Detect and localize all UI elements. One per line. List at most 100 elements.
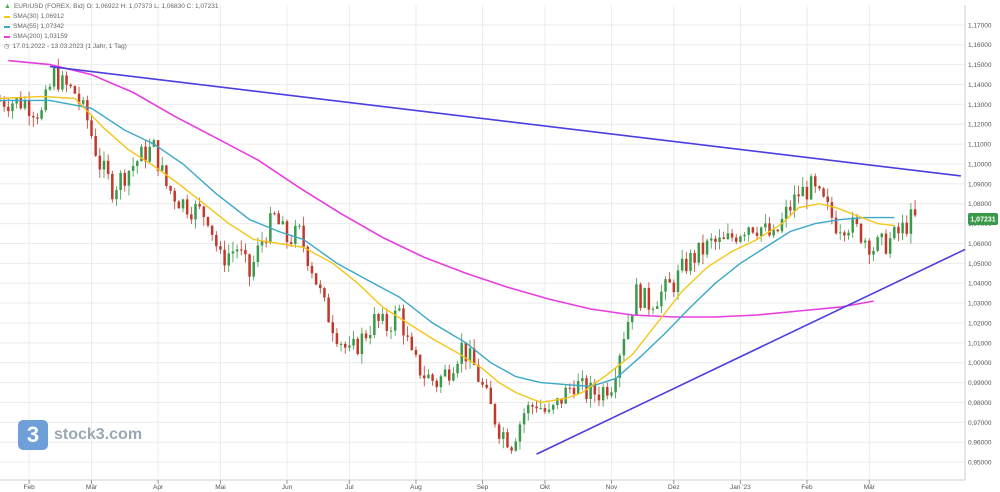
candle-body xyxy=(48,86,52,90)
candle-body xyxy=(585,378,588,399)
y-tick-label: 0,95000 xyxy=(968,460,992,467)
candle-body xyxy=(177,201,181,209)
candle-body xyxy=(206,217,210,226)
candle-body xyxy=(447,369,451,381)
candle-body xyxy=(36,117,39,119)
candle-body xyxy=(809,176,813,200)
candle-body xyxy=(102,160,106,170)
candle-body xyxy=(319,284,322,289)
candle-body xyxy=(764,223,767,228)
candle-body xyxy=(452,373,455,381)
legend-sma30-row[interactable]: SMA(30) 1,06912 xyxy=(4,12,218,22)
sma30-line xyxy=(0,95,895,404)
candle-body xyxy=(680,258,684,271)
candle-body xyxy=(522,413,526,425)
candle-body xyxy=(190,214,193,220)
candle-body xyxy=(876,237,879,251)
y-tick-label: 1,15000 xyxy=(968,62,992,69)
y-tick-label: 0,98000 xyxy=(968,400,992,407)
candle-body xyxy=(710,238,713,241)
candle-body xyxy=(294,225,297,244)
candle-body xyxy=(610,392,613,396)
candle-body xyxy=(855,217,859,224)
x-tick-label: Dez xyxy=(668,484,680,491)
candle-body xyxy=(818,186,821,189)
y-tick-label: 0,99000 xyxy=(968,380,992,387)
candle-body xyxy=(231,251,235,254)
legend-sma55-row[interactable]: SMA(55) 1,07342 xyxy=(4,22,218,32)
candle-body xyxy=(181,199,185,209)
candle-body xyxy=(456,363,459,374)
candle-body xyxy=(551,404,555,410)
candle-body xyxy=(859,223,863,243)
candle-body xyxy=(140,146,143,162)
legend-sma30-text: SMA(30) 1,06912 xyxy=(13,13,64,20)
candle-body xyxy=(219,246,222,250)
candle-body xyxy=(423,375,426,379)
candle-body xyxy=(252,262,255,277)
candle-body xyxy=(81,100,85,104)
candle-body xyxy=(784,206,788,220)
legend-range-row: ◷ 17.01.2022 - 13.03.2023 (1 Jahr, 1 Tag… xyxy=(4,42,218,52)
candle-body xyxy=(227,253,231,266)
candle-body xyxy=(485,384,488,388)
candle-body xyxy=(780,219,784,232)
candle-body xyxy=(460,342,463,364)
legend-symbol-row: ▲ EUR/USD (FOREX, Bid) O: 1,06922 H: 1,0… xyxy=(4,2,218,12)
candle-body xyxy=(127,170,131,186)
candle-body xyxy=(601,387,605,401)
y-tick-label: 1,12000 xyxy=(968,122,992,129)
candle-body xyxy=(888,238,892,254)
watermark-text: stock3.com xyxy=(54,426,143,443)
candle-body xyxy=(531,404,534,407)
y-tick-label: 1,02000 xyxy=(968,320,992,327)
candle-body xyxy=(352,338,355,346)
y-tick-label: 1,13000 xyxy=(968,102,992,109)
candle-body xyxy=(768,223,771,236)
candle-body xyxy=(343,343,347,348)
candle-body xyxy=(248,254,251,277)
candle-body xyxy=(755,232,759,236)
candle-body xyxy=(868,240,871,255)
candle-body xyxy=(173,190,176,202)
x-tick-label: Feb xyxy=(24,484,36,491)
candle-body xyxy=(630,315,634,323)
candle-body xyxy=(260,240,264,246)
candle-body xyxy=(65,75,68,85)
candle-body xyxy=(830,202,834,218)
y-tick-label: 0,97000 xyxy=(968,420,992,427)
candle-body xyxy=(414,350,418,355)
sma200-line xyxy=(8,59,874,318)
x-tick-label: Jul xyxy=(345,484,354,491)
candle-body xyxy=(235,249,239,252)
candle-body xyxy=(360,333,364,355)
candle-body xyxy=(510,447,513,451)
x-tick-label: Aug xyxy=(410,484,422,491)
candle-body xyxy=(622,339,626,356)
candle-body xyxy=(477,365,480,382)
candle-body xyxy=(576,381,580,395)
legend-sma200-row[interactable]: SMA(200) 1,03159 xyxy=(4,32,218,42)
candle-body xyxy=(169,185,172,191)
candle-body xyxy=(643,287,646,308)
candle-body xyxy=(568,387,572,389)
candle-body xyxy=(905,222,909,234)
trendline xyxy=(536,248,966,455)
candle-body xyxy=(838,232,842,234)
candle-body xyxy=(111,173,114,200)
sma200-swatch xyxy=(4,36,10,38)
candle-body xyxy=(32,116,35,118)
candle-body xyxy=(539,408,542,410)
candle-body xyxy=(734,237,738,242)
candle-body xyxy=(298,225,301,227)
candle-body xyxy=(393,310,397,331)
candle-body xyxy=(701,242,705,255)
candle-body xyxy=(801,186,805,197)
candle-body xyxy=(273,213,276,215)
candle-body xyxy=(468,348,472,362)
candle-body xyxy=(435,380,438,388)
candle-body xyxy=(131,166,135,171)
candle-body xyxy=(880,233,884,238)
candle-body xyxy=(327,297,330,323)
